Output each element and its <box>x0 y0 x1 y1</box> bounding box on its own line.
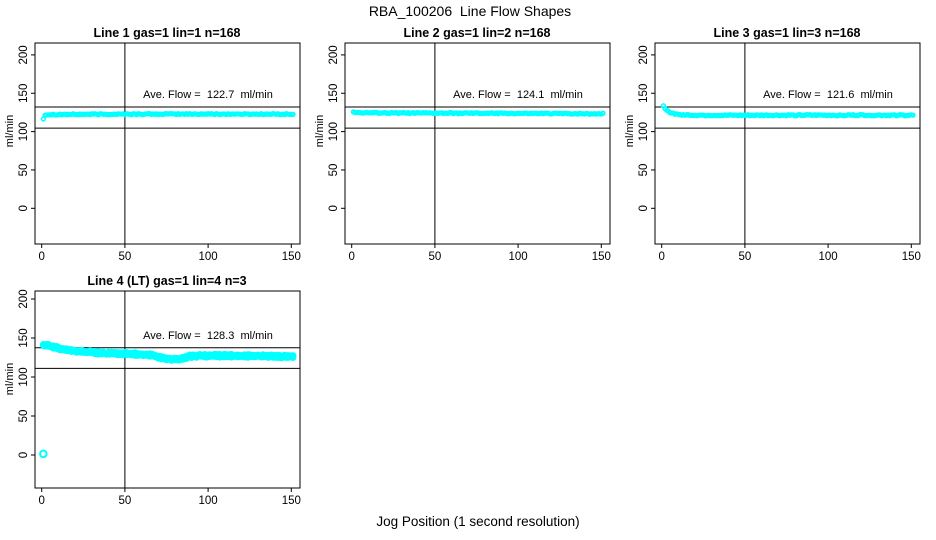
x-axis-label: Jog Position (1 second resolution) <box>376 514 580 529</box>
plot-box <box>654 42 921 245</box>
y-tick-label: 200 <box>18 289 30 308</box>
outlier-data-point <box>39 449 48 459</box>
y-tick-label: 0 <box>18 205 30 211</box>
subplot-line-3: 0 50 100 150 0 50 100 150 200 <box>638 42 921 263</box>
data-points <box>660 103 916 119</box>
data-points <box>350 109 606 117</box>
y-tick-label: 50 <box>328 164 340 177</box>
y-tick-label: 150 <box>18 84 30 103</box>
ave-flow-annotation: Ave. Flow = 124.1 ml/min <box>453 89 583 101</box>
x-tick-label: 100 <box>509 251 528 263</box>
subplot-title: Line 3 gas=1 lin=3 n=168 <box>713 26 861 40</box>
ave-flow-annotation: Ave. Flow = 121.6 ml/min <box>763 89 893 101</box>
subplot-title: Line 2 gas=1 lin=2 n=168 <box>403 26 551 40</box>
y-tick-label: 150 <box>18 328 30 347</box>
x-tick-label: 150 <box>282 251 301 263</box>
y-tick-label: 50 <box>18 164 30 177</box>
y-tick-label: 50 <box>18 410 30 423</box>
x-tick-label: 0 <box>348 251 354 263</box>
plot-box <box>34 290 301 489</box>
data-point <box>600 110 606 116</box>
plot-box <box>34 42 301 245</box>
ave-flow-annotation: Ave. Flow = 128.3 ml/min <box>143 330 273 342</box>
x-tick-label: 100 <box>819 251 838 263</box>
y-tick-label: 200 <box>328 45 340 64</box>
y-axis-label: ml/min <box>4 363 16 395</box>
data-point <box>290 111 296 118</box>
x-tick-label: 50 <box>429 251 442 263</box>
data-points <box>39 340 297 459</box>
data-point <box>910 112 916 118</box>
y-tick-label: 150 <box>328 84 340 103</box>
x-tick-label: 0 <box>38 251 44 263</box>
x-tick-label: 0 <box>658 251 664 263</box>
x-tick-label: 50 <box>119 495 132 507</box>
x-tick-label: 150 <box>902 251 921 263</box>
subplot-line-4: 0 50 100 150 0 50 100 150 200 <box>18 289 301 507</box>
y-tick-label: 100 <box>328 122 340 141</box>
figure-title: RBA_100206 Line Flow Shapes <box>368 3 572 19</box>
plot-box <box>344 42 611 245</box>
y-tick-label: 0 <box>18 452 30 458</box>
x-tick-label: 0 <box>38 495 44 507</box>
x-tick-label: 50 <box>739 251 752 263</box>
x-tick-label: 100 <box>199 495 218 507</box>
subplot-title: Line 4 (LT) gas=1 lin=4 n=3 <box>87 274 247 288</box>
subplot-line-2: 0 50 100 150 0 50 100 150 200 <box>328 42 611 263</box>
y-tick-label: 0 <box>638 205 650 211</box>
x-tick-label: 50 <box>119 251 132 263</box>
y-axis-label: ml/min <box>4 115 16 147</box>
y-tick-label: 100 <box>638 122 650 141</box>
y-tick-label: 200 <box>18 45 30 64</box>
data-point <box>289 352 297 360</box>
x-tick-label: 100 <box>199 251 218 263</box>
y-axis-label: ml/min <box>314 115 326 147</box>
y-tick-label: 50 <box>638 164 650 177</box>
y-tick-label: 0 <box>328 205 340 211</box>
ave-flow-annotation: Ave. Flow = 122.7 ml/min <box>143 89 273 101</box>
y-tick-label: 150 <box>638 84 650 103</box>
subplot-title: Line 1 gas=1 lin=1 n=168 <box>93 26 241 40</box>
y-tick-label: 200 <box>638 45 650 64</box>
subplot-line-1: 0 50 100 150 0 50 100 150 200 <box>18 42 301 263</box>
y-tick-label: 100 <box>18 122 30 141</box>
x-tick-label: 150 <box>592 251 611 263</box>
y-axis-label: ml/min <box>624 115 636 147</box>
x-tick-label: 150 <box>282 495 301 507</box>
data-points <box>40 110 296 122</box>
y-tick-label: 100 <box>18 367 30 386</box>
